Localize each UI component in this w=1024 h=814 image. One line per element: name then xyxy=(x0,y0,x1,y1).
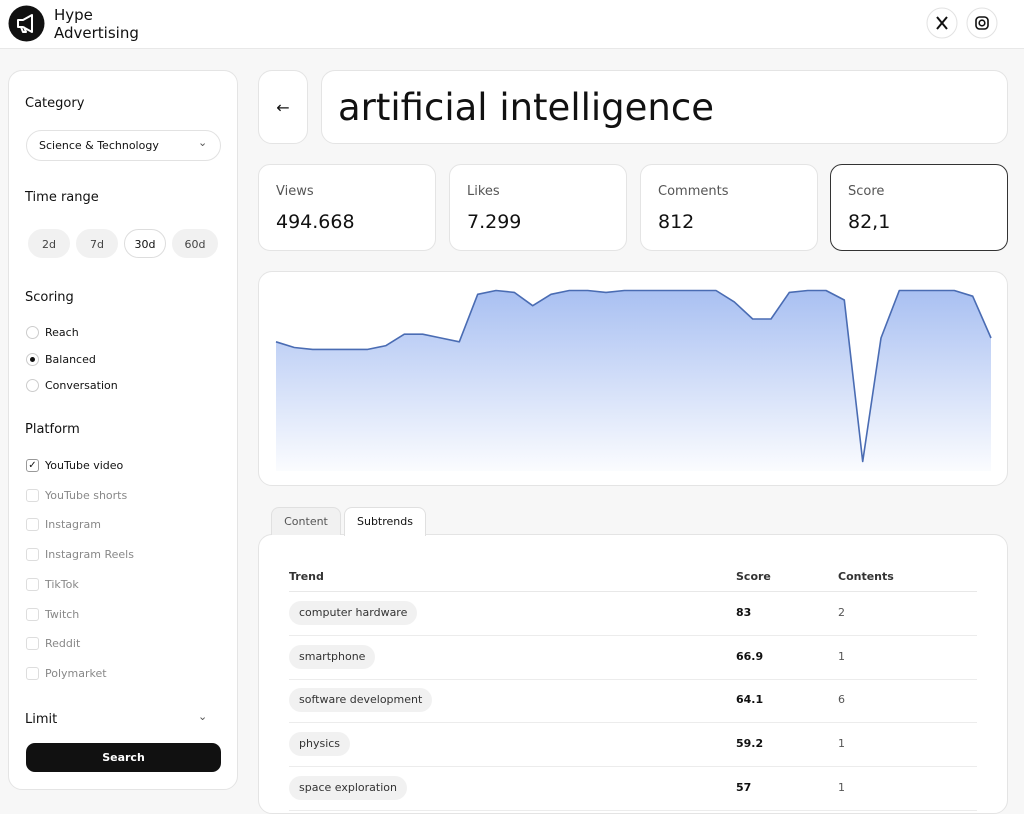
time-pill[interactable]: 7d xyxy=(76,229,118,258)
contents-cell: 6 xyxy=(838,693,845,707)
logo[interactable] xyxy=(8,5,45,42)
column-header: Contents xyxy=(838,570,894,583)
score-cell: 64.1 xyxy=(736,693,764,707)
checkbox[interactable] xyxy=(26,637,39,651)
checkbox-label[interactable]: Reddit xyxy=(45,637,81,651)
time-pill[interactable]: 60d xyxy=(172,229,218,258)
section-label: Category xyxy=(25,96,85,111)
search-button[interactable]: Search xyxy=(26,743,221,772)
tab[interactable]: Subtrends xyxy=(344,507,426,536)
chevron: ⌄ xyxy=(198,136,208,149)
time-pill[interactable]: 30d xyxy=(124,229,166,258)
checkbox[interactable] xyxy=(26,577,39,591)
row-divider xyxy=(289,635,977,636)
checkbox-label[interactable]: Instagram xyxy=(45,518,101,532)
checkbox[interactable]: ✓ xyxy=(26,459,39,472)
top-bar xyxy=(0,0,1024,49)
checkbox[interactable] xyxy=(26,488,39,502)
section-label: Time range xyxy=(25,190,99,205)
section-label: Limit xyxy=(25,712,58,727)
chart-card xyxy=(258,271,1008,486)
checkbox[interactable] xyxy=(26,607,39,621)
sidebar xyxy=(8,70,238,790)
stat-value: 7.299 xyxy=(467,211,522,233)
trend-pill[interactable]: software development xyxy=(289,688,433,713)
column-header: Score xyxy=(736,570,771,583)
checkbox-label[interactable]: Polymarket xyxy=(45,666,107,680)
back-button[interactable]: ← xyxy=(258,70,308,144)
column-header: Trend xyxy=(289,570,324,583)
radio[interactable] xyxy=(26,379,39,392)
radio-label[interactable]: Reach xyxy=(45,326,79,339)
section-label: Platform xyxy=(25,422,80,437)
trend-pill[interactable]: physics xyxy=(289,732,351,757)
contents-cell: 1 xyxy=(838,649,845,663)
x-link[interactable] xyxy=(926,7,958,39)
row-divider xyxy=(289,678,977,680)
score-cell: 66.9 xyxy=(736,649,764,663)
time-pill[interactable]: 2d xyxy=(28,229,70,258)
checkbox-label[interactable]: Instagram Reels xyxy=(45,548,134,562)
stat-card: Views 494.668 xyxy=(258,164,436,251)
contents-cell: 1 xyxy=(838,780,845,794)
score-cell: 83 xyxy=(736,606,752,619)
stat-label: Comments xyxy=(658,184,729,199)
score-cell: 57 xyxy=(736,780,752,794)
checkbox-label[interactable]: YouTube video xyxy=(45,459,124,472)
checkbox-label[interactable]: TikTok xyxy=(45,577,79,591)
checkbox-label[interactable]: Twitch xyxy=(45,607,80,621)
trend-chart xyxy=(275,289,992,471)
table-card: Trend Score Contents computer hardware 83 2 sm… xyxy=(258,534,1008,814)
stat-value: 812 xyxy=(658,211,695,233)
row-divider xyxy=(289,722,977,724)
stat-label: Likes xyxy=(467,184,500,199)
contents-cell: 2 xyxy=(838,606,845,619)
score-cell: 59.2 xyxy=(736,737,764,751)
contents-cell: 1 xyxy=(838,737,845,751)
row-divider xyxy=(289,809,977,811)
instagram-link[interactable] xyxy=(966,7,998,39)
stat-label: Score xyxy=(848,184,885,199)
brand: Hype Advertising xyxy=(54,6,139,42)
stat-label: Views xyxy=(276,184,314,199)
radio-dot xyxy=(30,356,35,362)
area-line xyxy=(275,289,992,463)
stat-card: Comments 812 xyxy=(640,164,818,251)
tab[interactable]: Content xyxy=(271,507,341,535)
category-select[interactable]: Science & Technology xyxy=(26,130,221,161)
query-title: artificial intelligence xyxy=(321,70,1008,144)
trend-pill[interactable]: computer hardware xyxy=(289,601,418,625)
brand-line: Hype xyxy=(54,6,93,24)
trend-pill[interactable]: smartphone xyxy=(289,644,376,669)
checkbox[interactable] xyxy=(26,666,39,680)
stat-value: 82,1 xyxy=(848,211,891,233)
checkbox-label[interactable]: YouTube shorts xyxy=(45,488,128,502)
stat-card: Likes 7.299 xyxy=(449,164,627,251)
radio[interactable] xyxy=(26,326,39,339)
stat-value: 494.668 xyxy=(276,211,355,233)
brand-line: Advertising xyxy=(54,24,139,42)
radio-label[interactable]: Conversation xyxy=(45,379,118,392)
trend-pill[interactable]: space exploration xyxy=(289,775,407,800)
area-fill xyxy=(276,290,991,471)
section-label: Scoring xyxy=(25,290,74,305)
checkbox[interactable] xyxy=(26,548,39,562)
checkbox[interactable] xyxy=(26,518,39,532)
row-divider xyxy=(289,591,977,592)
row-divider xyxy=(289,766,977,768)
radio-label[interactable]: Balanced xyxy=(45,352,96,366)
stat-card: Score 82,1 xyxy=(830,164,1008,251)
chevron: ⌄ xyxy=(198,710,208,723)
